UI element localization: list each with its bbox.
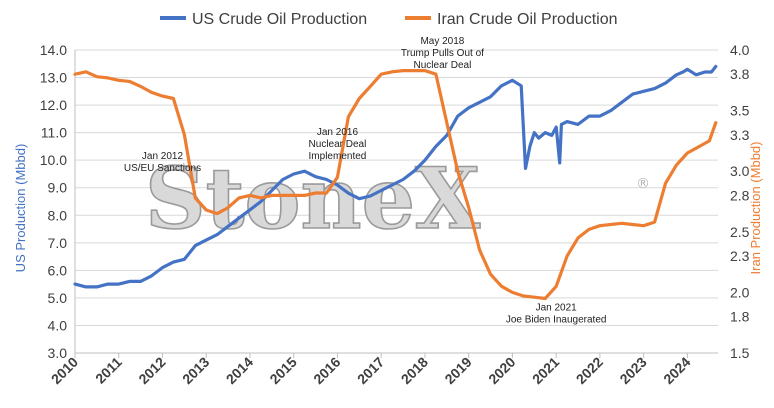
- x-tick-label: 2023: [616, 354, 649, 387]
- iran-production-line: [73, 68, 718, 301]
- annotation-label: Jan 2012 US/EU Sanctions: [124, 151, 201, 174]
- annotation-line: US/EU Sanctions: [124, 163, 201, 174]
- annotation-line: Trump Pulls Out of: [401, 48, 484, 59]
- x-tick-label: 2020: [485, 354, 518, 387]
- y-tick-label-right: 2.0: [730, 284, 750, 300]
- stonex-watermark: StoneX ®: [144, 148, 650, 249]
- x-tick-label: 2022: [573, 354, 606, 387]
- y-tick-label-right: 2.5: [730, 224, 750, 240]
- x-tick-label: 2021: [529, 354, 562, 387]
- x-tick-label: 2014: [223, 354, 256, 387]
- y-tick-label-left: 4.0: [48, 317, 68, 333]
- y-tick-label-right: 2.3: [730, 248, 750, 264]
- y-tick-label-left: 14.0: [40, 42, 67, 58]
- y-tick-label-right: 4.0: [730, 42, 750, 58]
- x-tick-label: 2015: [266, 354, 299, 387]
- annotation-line: Nuclear Deal: [309, 139, 367, 150]
- y-tick-label-left: 7.0: [48, 235, 68, 251]
- series-lines: [73, 64, 718, 301]
- y-tick-label-left: 10.0: [40, 152, 67, 168]
- y-tick-label-right: 1.8: [730, 309, 750, 325]
- annotation-line: Implemented: [309, 151, 367, 162]
- annotation-label: May 2018 Trump Pulls Out of Nuclear Deal: [401, 36, 484, 71]
- legend: US Crude Oil Production Iran Crude Oil Pr…: [160, 11, 618, 28]
- y-tick-label-left: 9.0: [48, 180, 68, 196]
- x-tick-label: 2012: [135, 354, 168, 387]
- annotation-label: Jan 2021 Joe Biden Inaugerated: [506, 303, 607, 326]
- y-tick-label-left: 8.0: [48, 207, 68, 223]
- annotation-line: Joe Biden Inaugerated: [506, 315, 607, 326]
- legend-entry: US Crude Oil Production: [192, 11, 367, 28]
- annotation-line: Jan 2021: [536, 303, 578, 314]
- x-tick-label: 2016: [310, 354, 343, 387]
- x-tick-label: 2013: [179, 354, 212, 387]
- grid: [75, 49, 718, 354]
- x-tick-label: 2018: [398, 354, 431, 387]
- annotation-line: Nuclear Deal: [414, 60, 472, 71]
- watermark-text: StoneX: [145, 149, 481, 248]
- y-tick-label-left: 11.0: [41, 125, 67, 141]
- x-tick-label: 2024: [660, 354, 693, 387]
- legend-entry: Iran Crude Oil Production: [437, 11, 618, 28]
- annotation-line: May 2018: [420, 36, 464, 47]
- y-tick-label-right: 2.8: [730, 187, 750, 203]
- y-tick-label-left: 12.0: [40, 97, 67, 113]
- y-axis-title-right: Iran Production (Mbbd): [748, 142, 763, 275]
- y-tick-label-left: 13.0: [40, 70, 67, 86]
- annotation-label: Jan 2016 Nuclear Deal Implemented: [309, 127, 367, 162]
- us-production-line: [73, 64, 718, 289]
- annotation-line: Jan 2012: [142, 151, 184, 162]
- x-tick-label: 2011: [92, 354, 125, 387]
- y-tick-label-left: 6.0: [48, 262, 68, 278]
- y-axis-title-left: US Production (Mbbd): [13, 144, 28, 273]
- y-tick-label-right: 3.0: [730, 163, 750, 179]
- y-tick-label-right: 3.8: [730, 66, 750, 82]
- y-tick-label-left: 5.0: [48, 290, 68, 306]
- y-tick-label-right: 3.3: [730, 127, 750, 143]
- y-tick-label-right: 3.5: [730, 103, 750, 119]
- watermark-registered: ®: [636, 176, 650, 192]
- y-tick-label-left: 3.0: [48, 345, 68, 361]
- x-tick-label: 2019: [441, 354, 474, 387]
- y-tick-label-right: 1.5: [730, 345, 750, 361]
- x-tick-label: 2017: [354, 354, 387, 387]
- annotation-line: Jan 2016: [317, 127, 359, 138]
